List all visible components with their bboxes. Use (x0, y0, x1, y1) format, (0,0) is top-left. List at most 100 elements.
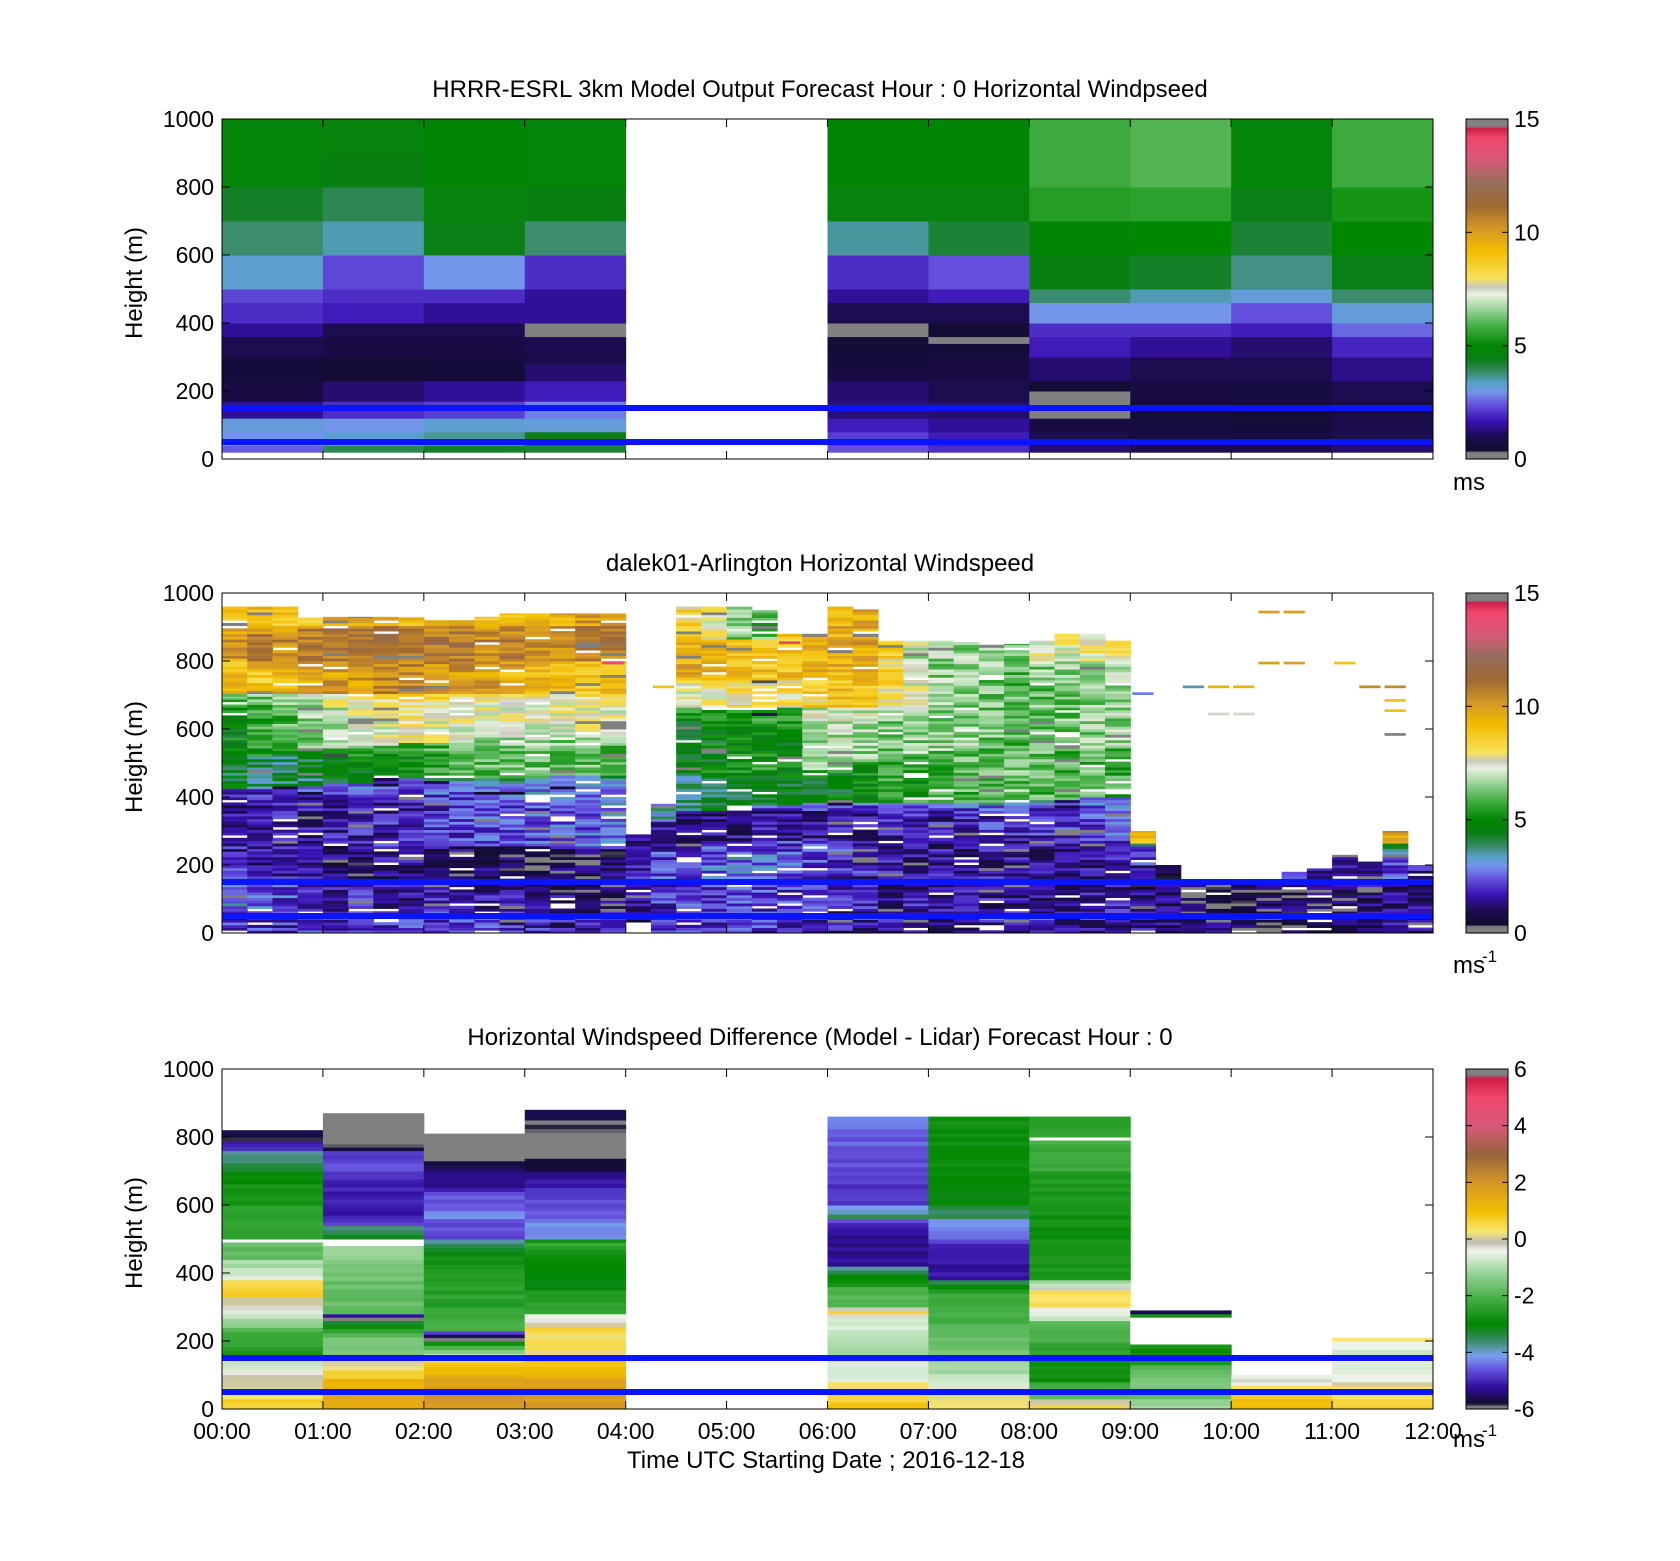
heatmap-cell (852, 783, 879, 787)
heatmap-cell (524, 350, 627, 365)
heatmap-cell (423, 323, 526, 338)
heatmap-cell (524, 1290, 627, 1295)
heatmap-cell (777, 663, 803, 667)
heatmap-cell (1382, 840, 1409, 844)
heatmap-cell (423, 854, 450, 858)
heatmap-cell (978, 791, 1005, 795)
heatmap-cell (474, 892, 501, 896)
heatmap-cell (827, 639, 854, 643)
heatmap-cell (1105, 908, 1131, 912)
heatmap-cell (575, 753, 602, 757)
heatmap-cell (877, 699, 904, 703)
colorbar-swatch (1466, 303, 1508, 306)
heatmap-cell (297, 788, 324, 792)
heatmap-cell (398, 625, 425, 629)
heatmap-cell (726, 693, 753, 697)
heatmap-cell (1332, 445, 1434, 453)
heatmap-cell (1332, 357, 1434, 382)
heatmap-cell (549, 707, 576, 711)
heatmap-cell (524, 832, 551, 836)
heatmap-cell (297, 783, 324, 787)
heatmap-cell (928, 826, 955, 831)
heatmap-cell (827, 737, 854, 741)
heatmap-cell (549, 851, 576, 855)
heatmap-cell (423, 1349, 526, 1355)
heatmap-cell (524, 1382, 627, 1388)
heatmap-cell (449, 633, 475, 637)
heatmap-cell (373, 647, 400, 651)
heatmap-cell (903, 742, 930, 746)
heatmap-cell (827, 856, 854, 860)
heatmap-cell (398, 712, 425, 716)
heatmap-cell (322, 1179, 425, 1184)
heatmap-cell (1256, 924, 1283, 928)
heatmap-cell (322, 1320, 425, 1326)
heatmap-cell (348, 617, 374, 621)
heatmap-cell (423, 870, 450, 874)
heatmap-cell (524, 1187, 627, 1192)
heatmap-cell (524, 1309, 627, 1315)
heatmap-cell (297, 661, 324, 665)
heatmap-cell (777, 780, 803, 784)
heatmap-cell (676, 845, 702, 850)
heatmap-cell (373, 889, 400, 893)
heatmap-cell (1130, 302, 1232, 324)
heatmap-cell (726, 682, 753, 686)
heatmap-cell (903, 786, 930, 790)
heatmap-cell (928, 832, 955, 836)
heatmap-cell (398, 753, 425, 757)
sparse-return-cell (1207, 685, 1230, 689)
heatmap-cell (373, 845, 400, 850)
heatmap-cell (1004, 783, 1030, 787)
heatmap-cell (348, 810, 374, 814)
heatmap-cell (373, 680, 400, 684)
heatmap-cell (1004, 712, 1030, 716)
heatmap-cell (449, 639, 475, 643)
colorbar-swatch (1466, 769, 1508, 772)
heatmap-cell (1332, 870, 1358, 874)
heatmap-cell (474, 894, 501, 899)
colorbar-swatch (1466, 213, 1508, 216)
heatmap-cell (600, 905, 627, 909)
heatmap-cell (1105, 720, 1131, 724)
heatmap-cell (701, 884, 728, 888)
heatmap-cell (751, 690, 778, 695)
colorbar-swatch (1466, 423, 1508, 426)
heatmap-cell (449, 652, 475, 656)
heatmap-cell (928, 799, 955, 803)
heatmap-cell (777, 636, 803, 640)
heatmap-cell (1130, 905, 1157, 909)
heatmap-cell (524, 187, 627, 222)
heatmap-cell (222, 840, 248, 844)
heatmap-cell (726, 799, 753, 803)
heatmap-cell (499, 715, 526, 719)
heatmap-cell (802, 750, 829, 754)
colorbar-swatch (1466, 735, 1508, 738)
heatmap-cell (524, 769, 551, 773)
heatmap-cell (348, 701, 374, 705)
heatmap-cell (423, 1334, 526, 1339)
heatmap-cell (751, 837, 778, 841)
heatmap-cell (676, 777, 702, 782)
heatmap-cell (903, 911, 930, 915)
heatmap-cell (297, 884, 324, 888)
sparse-return-cell (1359, 685, 1381, 689)
heatmap-cell (852, 701, 879, 705)
heatmap-cell (398, 821, 425, 825)
heatmap-cell (1029, 707, 1056, 711)
heatmap-cell (222, 1150, 324, 1156)
heatmap-cell (423, 1153, 526, 1158)
heatmap-cell (297, 761, 324, 765)
heatmap-cell (322, 739, 349, 743)
heatmap-cell (1105, 829, 1131, 833)
colorbar-swatch (1466, 779, 1508, 782)
heatmap-cell (247, 930, 274, 934)
heatmap-cell (222, 813, 248, 817)
heatmap-cell (1256, 927, 1283, 931)
heatmap-cell (1155, 867, 1182, 871)
heatmap-cell (1256, 897, 1283, 901)
heatmap-cell (676, 620, 702, 624)
colorbar-swatch (1466, 783, 1508, 786)
colorbar-swatch (1466, 837, 1508, 840)
heatmap-cell (575, 867, 602, 871)
